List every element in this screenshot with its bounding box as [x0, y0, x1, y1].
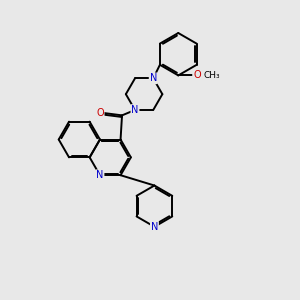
Text: N: N — [150, 74, 157, 83]
Text: N: N — [131, 105, 139, 115]
Text: O: O — [96, 108, 104, 118]
Text: CH₃: CH₃ — [204, 71, 220, 80]
Text: N: N — [96, 170, 103, 180]
Text: N: N — [151, 222, 158, 232]
Text: O: O — [193, 70, 201, 80]
